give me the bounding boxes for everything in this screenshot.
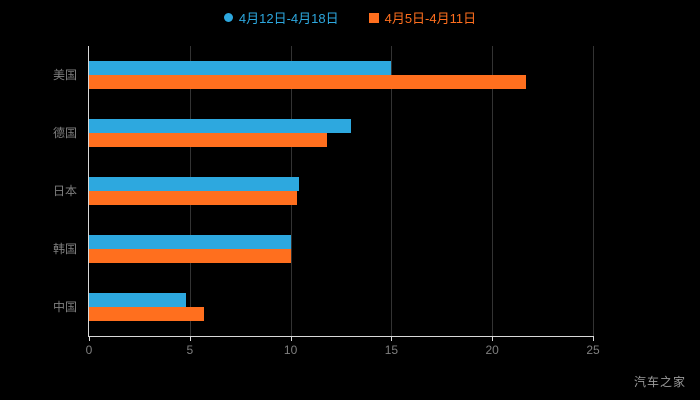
x-axis-tickmark-5: [189, 336, 191, 341]
legend-item-week-apr5-11[interactable]: 4月5日-4月11日: [368, 8, 477, 27]
gridline-x20: [492, 46, 494, 336]
bar-series1-cat2: [89, 119, 352, 133]
y-axis-label-1: 美国: [52, 68, 77, 82]
plot-area: 0 5 10 15 20 25 美国德国日本韩国中国: [53, 46, 600, 356]
x-axis-label-10: 10: [283, 343, 298, 357]
x-axis-label-0: 0: [85, 343, 93, 357]
bar-series2-cat5: [89, 307, 204, 321]
gridline-x25: [593, 46, 594, 336]
bar-series1-cat3: [89, 177, 299, 191]
bar-series2-cat2: [89, 133, 327, 147]
legend-marker-circle-icon: [223, 13, 233, 22]
x-axis-label-20: 20: [485, 343, 499, 357]
bar-series1-cat1: [89, 61, 392, 75]
y-axis-label-3: 日本: [52, 184, 77, 198]
x-axis-label-5: 5: [186, 343, 194, 357]
bar-series1-cat5: [89, 293, 186, 307]
y-axis-label-5: 中国: [52, 300, 77, 314]
legend-label-week-apr5-11: 4月5日-4月11日: [384, 11, 477, 26]
bar-series2-cat4: [89, 249, 291, 263]
y-axis-label-4: 韩国: [52, 242, 77, 256]
bar-series2-cat3: [89, 191, 297, 205]
watermark: 汽车之家: [633, 375, 686, 389]
x-axis-tickmark-0: [89, 336, 90, 341]
x-axis-tickmark-20: [492, 336, 494, 341]
x-axis-tickmark-25: [593, 336, 594, 341]
legend-item-week-apr12-18[interactable]: 4月12日-4月18日: [223, 8, 339, 27]
legend: 4月12日-4月18日 4月5日-4月11日: [0, 8, 700, 27]
bar-series1-cat4: [89, 235, 291, 249]
x-axis-tickmark-10: [290, 336, 292, 341]
gridline-x15: [391, 46, 393, 336]
legend-label-week-apr12-18: 4月12日-4月18日: [238, 11, 339, 26]
x-axis-label-25: 25: [586, 343, 600, 357]
x-axis-tickmark-15: [391, 336, 393, 341]
y-axis-label-2: 德国: [52, 126, 77, 140]
legend-marker-square-icon: [368, 12, 379, 23]
bar-series2-cat1: [89, 75, 527, 89]
x-axis-label-15: 15: [384, 343, 399, 357]
